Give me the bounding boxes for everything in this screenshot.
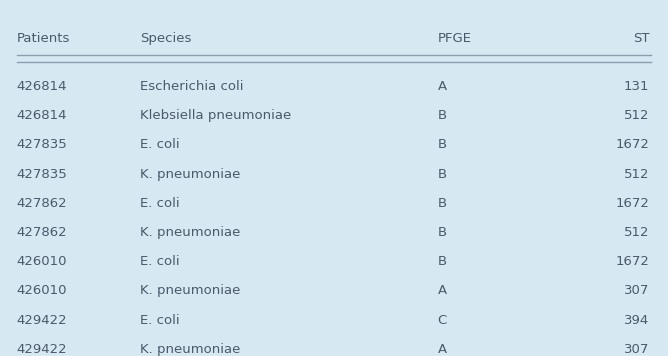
Text: E. coli: E. coli	[140, 138, 180, 152]
Text: C: C	[438, 314, 447, 327]
Text: 427835: 427835	[17, 168, 67, 181]
Text: B: B	[438, 226, 447, 239]
Text: 512: 512	[624, 168, 649, 181]
Text: 1672: 1672	[615, 255, 649, 268]
Text: 429422: 429422	[17, 314, 67, 327]
Text: 427862: 427862	[17, 197, 67, 210]
Text: 512: 512	[624, 109, 649, 122]
Text: 394: 394	[624, 314, 649, 327]
Text: Escherichia coli: Escherichia coli	[140, 80, 244, 93]
Text: 426814: 426814	[17, 109, 67, 122]
Text: 427835: 427835	[17, 138, 67, 152]
Text: K. pneumoniae: K. pneumoniae	[140, 226, 240, 239]
Text: E. coli: E. coli	[140, 314, 180, 327]
Text: K. pneumoniae: K. pneumoniae	[140, 343, 240, 356]
Text: B: B	[438, 168, 447, 181]
Text: 131: 131	[624, 80, 649, 93]
Text: Species: Species	[140, 32, 192, 45]
Text: B: B	[438, 255, 447, 268]
Text: A: A	[438, 284, 447, 298]
Text: B: B	[438, 109, 447, 122]
Text: E. coli: E. coli	[140, 197, 180, 210]
Text: 307: 307	[624, 284, 649, 298]
Text: 429422: 429422	[17, 343, 67, 356]
Text: K. pneumoniae: K. pneumoniae	[140, 284, 240, 298]
Text: 512: 512	[624, 226, 649, 239]
Text: B: B	[438, 197, 447, 210]
Text: B: B	[438, 138, 447, 152]
Text: PFGE: PFGE	[438, 32, 472, 45]
Text: ST: ST	[633, 32, 649, 45]
Text: 426010: 426010	[17, 255, 67, 268]
Text: A: A	[438, 80, 447, 93]
Text: E. coli: E. coli	[140, 255, 180, 268]
Text: Patients: Patients	[17, 32, 70, 45]
Text: 426010: 426010	[17, 284, 67, 298]
Text: A: A	[438, 343, 447, 356]
Text: 426814: 426814	[17, 80, 67, 93]
Text: 1672: 1672	[615, 138, 649, 152]
Text: 307: 307	[624, 343, 649, 356]
Text: 1672: 1672	[615, 197, 649, 210]
Text: 427862: 427862	[17, 226, 67, 239]
Text: K. pneumoniae: K. pneumoniae	[140, 168, 240, 181]
Text: Klebsiella pneumoniae: Klebsiella pneumoniae	[140, 109, 291, 122]
